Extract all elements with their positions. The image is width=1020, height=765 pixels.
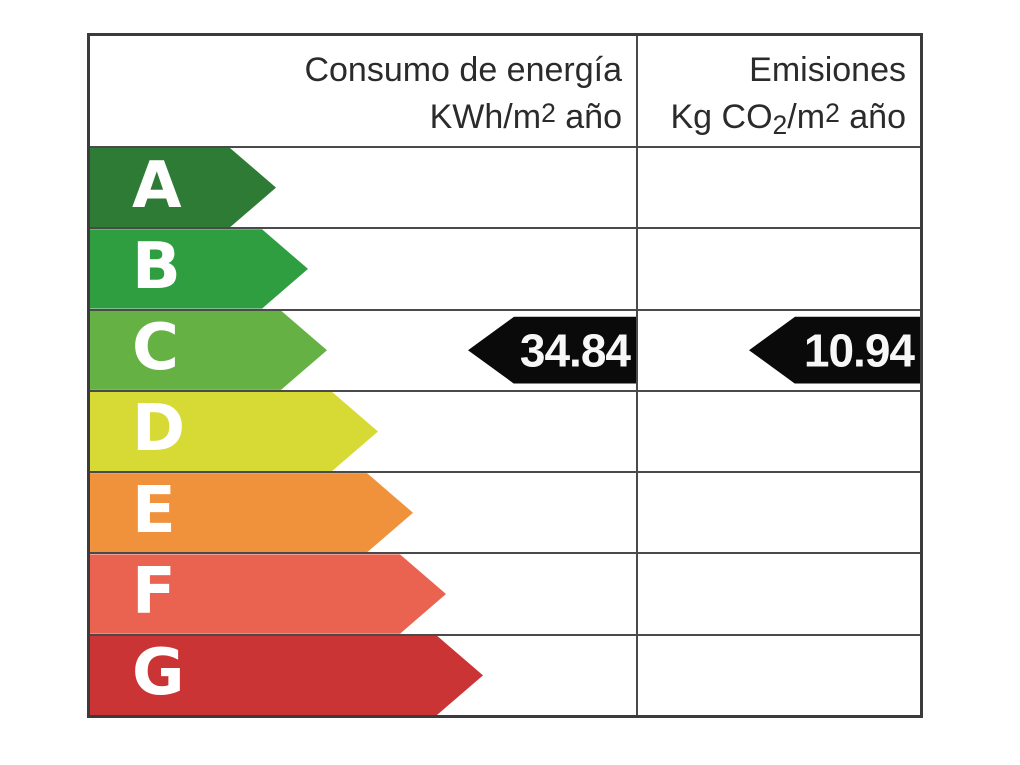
- consumption-cell-a: A: [90, 148, 636, 227]
- grade-letter-b: B: [132, 229, 181, 304]
- emissions-cell-f: [636, 554, 920, 634]
- grade-letter-d: D: [132, 392, 186, 467]
- grade-rows: A B C 34.84: [90, 148, 920, 715]
- grade-arrow-c: C: [90, 311, 327, 390]
- emissions-cell-b: [636, 229, 920, 309]
- grade-row-c: C 34.84 10.94: [90, 308, 920, 390]
- consumption-cell-e: E: [90, 473, 636, 552]
- emissions-value: 10.94: [803, 324, 915, 377]
- consumption-header-line1: Consumo de energía: [304, 51, 622, 89]
- emissions-column-header: Emisiones Kg CO2/m2 año: [636, 36, 920, 146]
- grade-letter-e: E: [132, 473, 176, 548]
- emissions-cell-a: [636, 148, 920, 228]
- grade-row-b: B: [90, 227, 920, 309]
- grade-letter-g: G: [132, 636, 185, 711]
- consumption-cell-b: B: [90, 229, 636, 308]
- consumption-header-line2: KWh/m2 año: [429, 97, 622, 136]
- grade-arrow-e: E: [90, 473, 413, 552]
- grade-row-d: D: [90, 389, 920, 472]
- emissions-header-line1: Emisiones: [749, 51, 906, 89]
- consumption-cell-f: F: [90, 554, 636, 633]
- grade-letter-f: F: [132, 555, 176, 630]
- grade-row-e: E: [90, 471, 920, 553]
- emissions-cell-d: [636, 391, 920, 472]
- grade-arrow-g: G: [90, 636, 483, 715]
- grade-letter-a: A: [132, 148, 182, 223]
- consumption-cell-c: C 34.84: [90, 311, 636, 390]
- grade-letter-c: C: [132, 311, 179, 386]
- energy-rating-table: Consumo de energía KWh/m2 año Emisiones …: [87, 33, 923, 718]
- grade-row-a: A: [90, 148, 920, 228]
- consumption-cell-g: G: [90, 636, 636, 715]
- grade-arrow-d: D: [90, 392, 378, 471]
- grade-row-g: G: [90, 633, 920, 715]
- consumption-value: 34.84: [519, 324, 631, 377]
- emissions-cell-e: [636, 473, 920, 553]
- emissions-cell-c: 10.94: [636, 310, 920, 390]
- superscript-2: 2: [541, 98, 556, 128]
- grade-arrow-b: B: [90, 229, 308, 308]
- grade-arrow-f: F: [90, 554, 446, 633]
- grade-row-f: F: [90, 552, 920, 634]
- consumption-column-header: Consumo de energía KWh/m2 año: [90, 36, 636, 146]
- consumption-value-arrow: 34.84: [468, 316, 636, 384]
- emissions-header-line2: Kg CO2/m2 año: [670, 97, 906, 140]
- emissions-cell-g: [636, 635, 920, 715]
- emissions-value-arrow: 10.94: [749, 316, 920, 384]
- consumption-cell-d: D: [90, 392, 636, 471]
- subscript-2: 2: [772, 109, 788, 140]
- grade-arrow-a: A: [90, 148, 276, 227]
- superscript-2: 2: [825, 98, 840, 128]
- table-header-row: Consumo de energía KWh/m2 año Emisiones …: [90, 36, 920, 148]
